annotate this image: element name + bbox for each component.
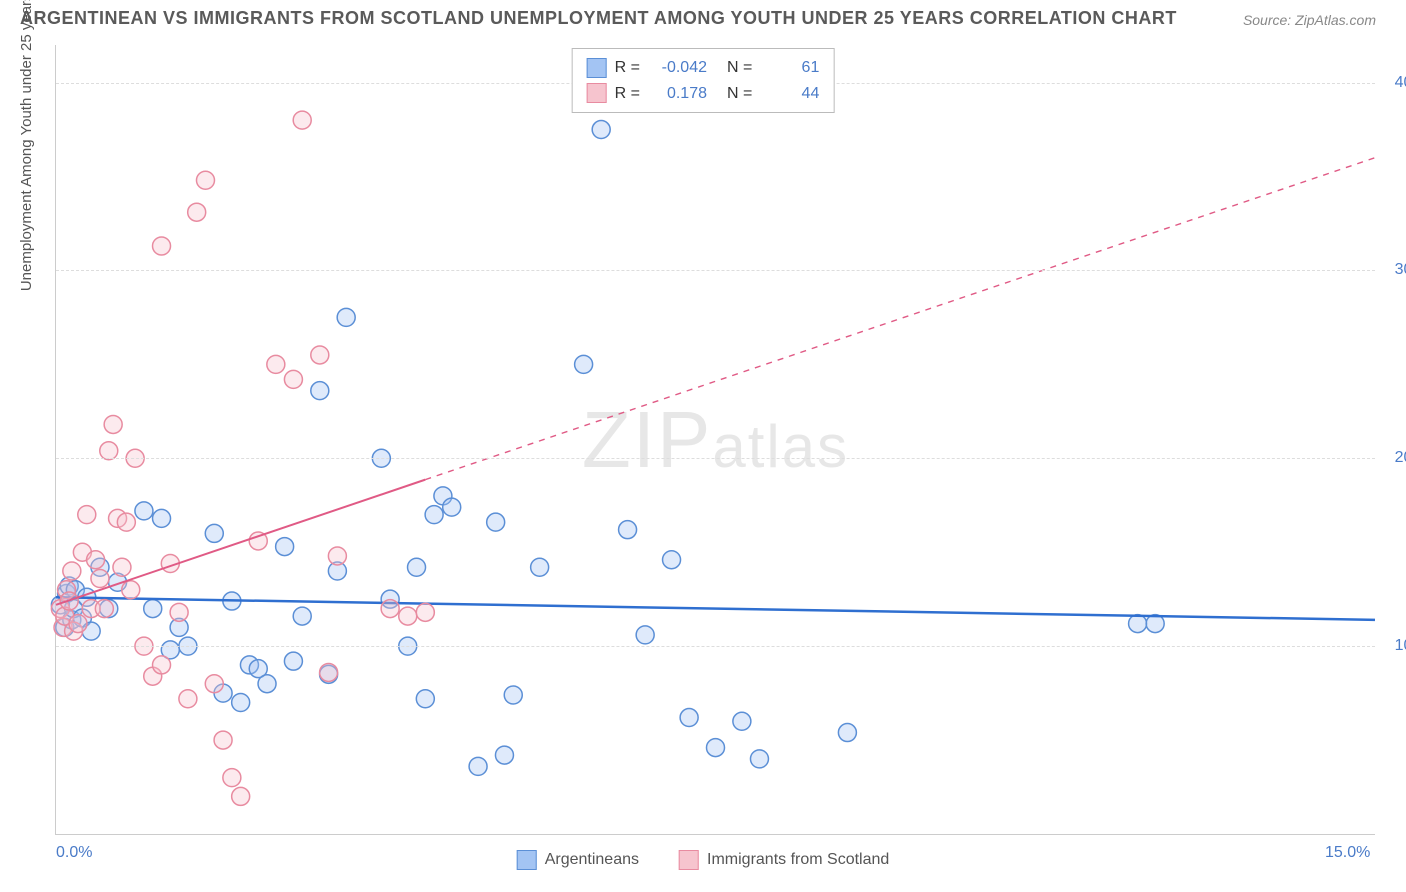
scatter-point [1129,615,1147,633]
trendline-solid [56,480,425,605]
scatter-point [320,663,338,681]
scatter-point [284,370,302,388]
scatter-point [153,237,171,255]
scatter-point [284,652,302,670]
scatter-point [232,694,250,712]
scatter-point [293,607,311,625]
scatter-point [381,600,399,618]
legend-swatch [587,83,607,103]
series-legend: Argentineans Immigrants from Scotland [517,850,890,870]
scatter-point [416,690,434,708]
scatter-point [144,600,162,618]
ytick-label: 30.0% [1395,261,1406,279]
scatter-point [153,656,171,674]
scatter-point [680,709,698,727]
chart-svg [56,45,1375,834]
scatter-point [469,757,487,775]
scatter-point [443,498,461,516]
scatter-point [100,442,118,460]
scatter-point [663,551,681,569]
gridline [56,458,1375,459]
legend-top-row: R = 0.178 N = 44 [587,81,820,107]
chart-title: ARGENTINEAN VS IMMIGRANTS FROM SCOTLAND … [20,8,1177,29]
scatter-point [153,509,171,527]
n-label: N = [727,81,752,107]
scatter-point [293,111,311,129]
legend-label: Immigrants from Scotland [707,851,889,869]
scatter-point [87,551,105,569]
gridline [56,646,1375,647]
legend-bottom-item: Argentineans [517,850,639,870]
scatter-point [425,506,443,524]
r-label: R = [615,81,640,107]
scatter-point [276,538,294,556]
scatter-point [69,615,87,633]
r-label: R = [615,55,640,81]
scatter-point [223,769,241,787]
plot-area: ZIPatlas 10.0%20.0%30.0%40.0%0.0%15.0% [55,45,1375,835]
legend-swatch [517,850,537,870]
gridline [56,270,1375,271]
scatter-point [838,724,856,742]
legend-top-row: R = -0.042 N = 61 [587,55,820,81]
ytick-label: 20.0% [1395,449,1406,467]
scatter-point [750,750,768,768]
scatter-point [205,675,223,693]
r-value: -0.042 [652,55,707,81]
trendline-solid [56,597,1375,620]
scatter-point [170,603,188,621]
scatter-point [196,171,214,189]
scatter-point [311,382,329,400]
scatter-point [95,600,113,618]
scatter-point [416,603,434,621]
ytick-label: 10.0% [1395,637,1406,655]
scatter-point [504,686,522,704]
scatter-point [205,524,223,542]
scatter-point [337,308,355,326]
scatter-point [575,355,593,373]
scatter-point [188,203,206,221]
scatter-point [707,739,725,757]
scatter-point [495,746,513,764]
scatter-point [408,558,426,576]
scatter-point [258,675,276,693]
ytick-label: 40.0% [1395,74,1406,92]
scatter-point [733,712,751,730]
legend-label: Argentineans [545,851,639,869]
scatter-point [399,607,417,625]
source-attribution: Source: ZipAtlas.com [1243,12,1376,28]
scatter-point [117,513,135,531]
xtick-label: 0.0% [56,844,92,862]
scatter-point [592,121,610,139]
xtick-label: 15.0% [1325,844,1370,862]
scatter-point [531,558,549,576]
scatter-point [311,346,329,364]
scatter-point [122,581,140,599]
legend-swatch [679,850,699,870]
scatter-point [328,547,346,565]
scatter-point [214,731,232,749]
scatter-point [619,521,637,539]
n-label: N = [727,55,752,81]
n-value: 44 [764,81,819,107]
scatter-point [636,626,654,644]
y-axis-title: Unemployment Among Youth under 25 years [18,0,35,291]
n-value: 61 [764,55,819,81]
scatter-point [135,502,153,520]
trendline-dashed [425,158,1375,480]
scatter-point [232,787,250,805]
r-value: 0.178 [652,81,707,107]
correlation-legend: R = -0.042 N = 61 R = 0.178 N = 44 [572,48,835,113]
scatter-point [487,513,505,531]
scatter-point [179,690,197,708]
chart-container: ARGENTINEAN VS IMMIGRANTS FROM SCOTLAND … [0,0,1406,892]
scatter-point [63,562,81,580]
scatter-point [78,506,96,524]
legend-bottom-item: Immigrants from Scotland [679,850,889,870]
scatter-point [91,570,109,588]
scatter-point [113,558,131,576]
scatter-point [267,355,285,373]
legend-swatch [587,58,607,78]
scatter-point [104,415,122,433]
